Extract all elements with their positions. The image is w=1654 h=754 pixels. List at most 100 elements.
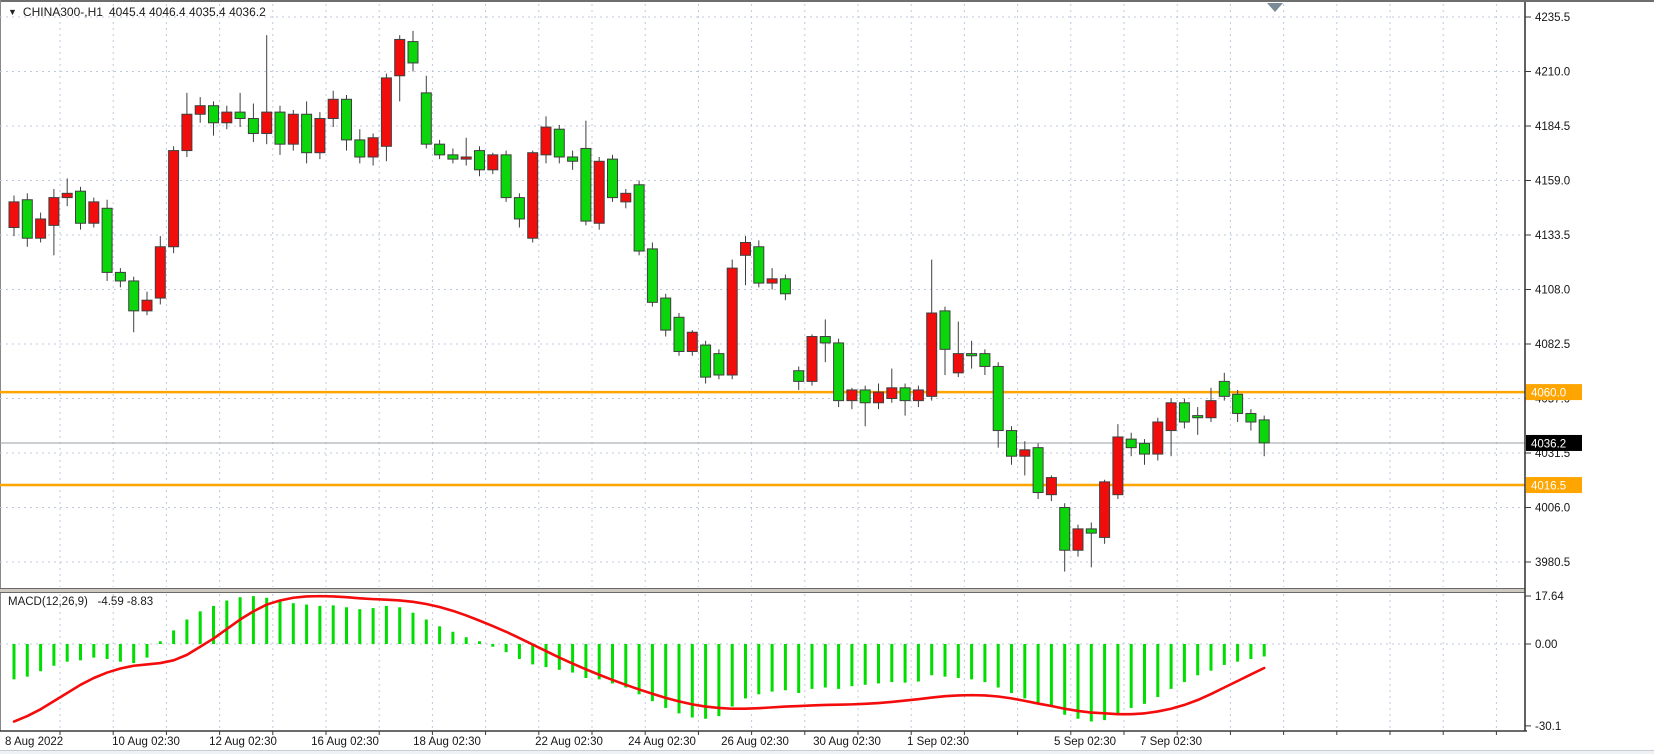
candle-bullish: [1019, 449, 1031, 457]
time-axis-label: 26 Aug 02:30: [721, 736, 789, 748]
candle-bullish: [846, 389, 858, 402]
macd-signal-line: [12, 594, 1266, 723]
candle-bullish: [327, 98, 339, 120]
price-axis-label: 4184.5: [1535, 121, 1570, 133]
candle-bearish: [553, 128, 565, 158]
time-axis-label: 24 Aug 02:30: [628, 736, 696, 748]
level-price-badge: [1526, 477, 1582, 494]
pane-separator[interactable]: [0, 588, 1525, 593]
candle-bullish: [620, 192, 632, 203]
candle-bullish: [740, 241, 751, 256]
chart-shift-marker-icon[interactable]: [1267, 3, 1283, 12]
candle-bearish: [301, 113, 313, 154]
time-axis-label: 30 Aug 02:30: [813, 736, 881, 748]
candle-bullish: [367, 137, 379, 158]
candle-bullish: [1165, 402, 1177, 432]
candle-bearish: [607, 158, 618, 199]
candle-bearish: [1059, 507, 1071, 551]
time-axis-label: 12 Aug 02:30: [209, 736, 277, 748]
bottom-strip: [0, 751, 1654, 754]
candle-bearish: [447, 154, 459, 160]
window-left-border: [0, 0, 1, 731]
candle-bearish: [660, 297, 672, 331]
candle-bearish: [966, 353, 978, 357]
price-axis-label: 4082.5: [1535, 339, 1570, 351]
candle-bullish: [168, 150, 180, 248]
candle-bullish: [1205, 400, 1217, 419]
candle-bullish: [380, 77, 392, 147]
chart-header: ▼ CHINA300-,H1 4045.4 4046.4 4035.4 4036…: [8, 5, 266, 19]
price-axis-label: 4210.0: [1535, 67, 1570, 79]
macd-axis-label: 0.00: [1535, 639, 1557, 651]
candle-bearish: [208, 105, 219, 124]
time-axis-label: 18 Aug 02:30: [413, 736, 481, 748]
macd-axis-label: -30.1: [1535, 721, 1561, 733]
candle-bullish: [487, 154, 499, 171]
candle-bullish: [181, 113, 193, 152]
level-price-badge-text: 4060.0: [1531, 388, 1566, 400]
candle-bearish: [859, 389, 871, 404]
candle-bearish: [1125, 438, 1137, 449]
candle-bullish: [766, 278, 778, 284]
candle-bullish: [8, 201, 20, 229]
candle-bearish: [700, 344, 712, 378]
time-axis-label: 8 Aug 2022: [5, 736, 63, 748]
candle-bearish: [513, 197, 525, 220]
candle-bearish: [1245, 412, 1257, 423]
candle-bullish: [261, 111, 273, 134]
candle-bearish: [1258, 419, 1270, 444]
candle-bearish: [101, 207, 113, 273]
candle-bullish: [527, 152, 539, 239]
current-price-badge-text: 4036.2: [1531, 438, 1566, 450]
time-axis-label: 10 Aug 02:30: [112, 736, 180, 748]
candle-bullish: [912, 389, 924, 402]
time-axis-label: 7 Sep 02:30: [1140, 736, 1202, 748]
candle-bearish: [713, 353, 725, 376]
candle-bullish: [593, 160, 605, 224]
candle-bearish: [1178, 402, 1190, 423]
candle-bullish: [806, 336, 818, 382]
candle-bearish: [992, 365, 1004, 432]
indicator-label: MACD(12,26,9) -4.59 -8.83: [8, 596, 153, 608]
candle-bearish: [114, 271, 126, 282]
level-price-badge-text: 4016.5: [1531, 481, 1566, 493]
candle-bearish: [341, 98, 352, 141]
candle-bearish: [1218, 380, 1230, 397]
candle-bearish: [407, 41, 419, 64]
time-axis-label: 16 Aug 02:30: [311, 736, 379, 748]
candle-bearish: [354, 139, 366, 158]
candle-bearish: [793, 370, 805, 382]
candle-bearish: [833, 342, 845, 402]
indicator-values: -4.59 -8.83: [97, 596, 154, 608]
candle-bullish: [35, 218, 47, 239]
candle-bullish: [314, 118, 326, 154]
candle-bullish: [460, 156, 472, 160]
price-axis-label: 4031.5: [1535, 448, 1570, 460]
candle-bearish: [979, 353, 991, 367]
price-axis-label: 4108.0: [1535, 285, 1570, 297]
symbol-period-label: CHINA300-,H1: [22, 5, 103, 19]
candle-bullish: [154, 246, 166, 299]
candle-bullish: [886, 387, 898, 399]
candle-bearish: [234, 111, 246, 120]
candle-bullish: [48, 197, 60, 226]
price-axis-label: 4159.0: [1535, 176, 1570, 188]
candle-bearish: [274, 111, 286, 145]
symbol-dropdown-icon[interactable]: ▼: [8, 7, 17, 17]
time-axis-label: 22 Aug 02:30: [535, 736, 603, 748]
window-top-border: [0, 0, 1654, 2]
candle-bearish: [899, 387, 911, 402]
price-axis-label: 4006.0: [1535, 503, 1570, 515]
macd-axis-label: 17.64: [1535, 591, 1564, 603]
candle-bullish: [686, 331, 698, 352]
candle-bearish: [1032, 447, 1044, 494]
candle-bearish: [500, 154, 512, 199]
current-price-badge: [1526, 434, 1582, 451]
candle-bullish: [726, 267, 738, 376]
candle-bearish: [247, 118, 259, 134]
candle-bullish: [873, 391, 884, 404]
candle-bearish: [1192, 415, 1204, 419]
candle-bearish: [779, 278, 791, 295]
candle-bearish: [434, 143, 446, 156]
